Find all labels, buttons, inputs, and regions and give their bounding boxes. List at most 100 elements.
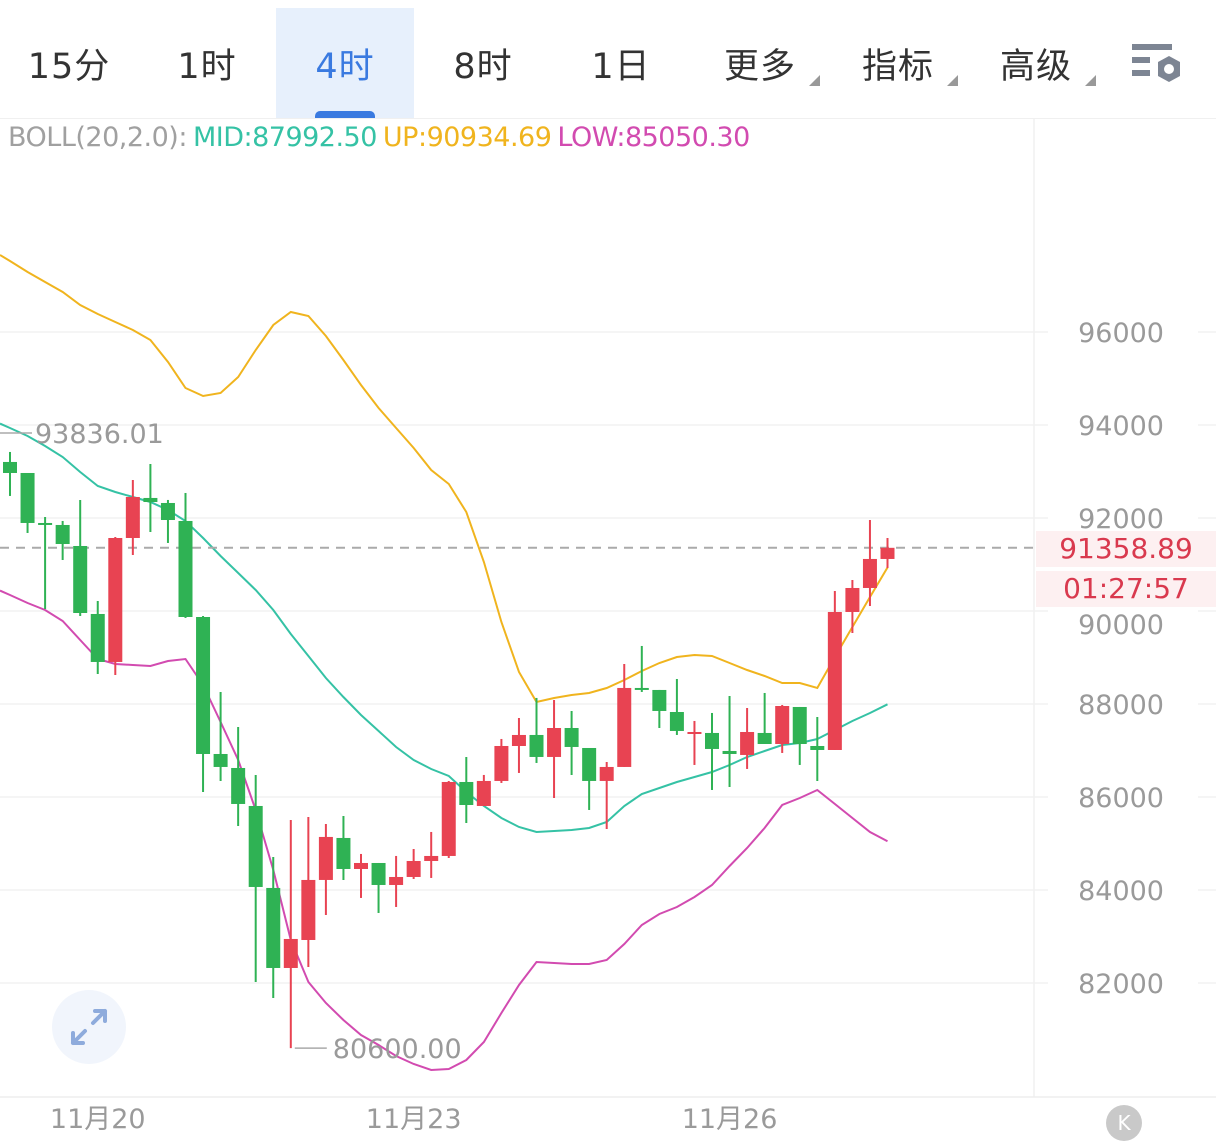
candle-body bbox=[880, 547, 895, 559]
candle bbox=[827, 590, 842, 750]
tab-advanced[interactable]: 高级 bbox=[976, 8, 1096, 118]
candle bbox=[55, 520, 70, 560]
candle-body bbox=[599, 766, 614, 781]
candle-body bbox=[476, 780, 491, 806]
candle bbox=[845, 579, 860, 633]
candle bbox=[266, 856, 281, 998]
candle-body bbox=[55, 524, 70, 544]
candle bbox=[231, 726, 246, 826]
dropdown-triangle-icon bbox=[947, 75, 958, 86]
expand-chart-button[interactable] bbox=[52, 990, 126, 1064]
candle-body bbox=[318, 836, 333, 880]
tab-more[interactable]: 更多 bbox=[700, 8, 820, 118]
candle bbox=[371, 862, 386, 913]
scroll-to-latest-icon: K bbox=[1117, 1111, 1131, 1135]
boll-name: BOLL(20,2.0): bbox=[8, 122, 187, 153]
candle-body bbox=[547, 727, 562, 757]
candle-body bbox=[283, 938, 298, 968]
tab-label: 4时 bbox=[315, 46, 375, 87]
candle bbox=[3, 451, 17, 496]
y-tick-label: 84000 bbox=[1078, 876, 1164, 907]
current-price-label: 91358.89 bbox=[1036, 531, 1216, 567]
candle bbox=[90, 601, 105, 674]
candle-body bbox=[511, 734, 526, 746]
timeframe-tabs: 15分 1时 4时 8时 1日 更多 指标 高级 bbox=[0, 0, 1216, 118]
tab-4h[interactable]: 4时 bbox=[276, 8, 414, 118]
candle bbox=[178, 492, 193, 618]
tab-label: 1日 bbox=[591, 46, 651, 87]
y-tick-label: 96000 bbox=[1078, 318, 1164, 349]
candle-body bbox=[862, 558, 877, 588]
candle-body bbox=[20, 472, 35, 523]
y-tick-label: 94000 bbox=[1078, 411, 1164, 442]
tab-label: 15分 bbox=[27, 46, 111, 87]
candle bbox=[705, 712, 719, 790]
candle bbox=[406, 848, 421, 879]
candle bbox=[582, 747, 597, 810]
candle-body bbox=[459, 781, 474, 805]
candle bbox=[283, 819, 298, 1049]
candle bbox=[424, 831, 439, 878]
candle bbox=[669, 678, 684, 735]
candle-body bbox=[424, 855, 439, 861]
candle-body bbox=[757, 732, 772, 744]
candle bbox=[652, 689, 667, 728]
candle bbox=[617, 663, 632, 767]
candle-body bbox=[652, 689, 667, 711]
candle-body bbox=[354, 862, 368, 869]
candle-body bbox=[845, 587, 860, 612]
candle bbox=[810, 716, 825, 781]
tab-label: 更多 bbox=[723, 46, 796, 87]
candle-body bbox=[740, 731, 755, 755]
tab-label: 8时 bbox=[453, 46, 513, 87]
candle-body bbox=[248, 805, 263, 887]
tab-8h[interactable]: 8时 bbox=[414, 8, 552, 118]
chart-settings-icon[interactable] bbox=[1128, 40, 1188, 90]
candle-body bbox=[143, 497, 158, 503]
candle bbox=[213, 691, 228, 781]
header-divider bbox=[0, 118, 1216, 119]
candle bbox=[196, 615, 211, 792]
candle bbox=[564, 710, 579, 775]
y-tick-label: 88000 bbox=[1078, 690, 1164, 721]
candle-body bbox=[687, 731, 702, 734]
candle-body bbox=[266, 887, 281, 968]
y-tick-label: 90000 bbox=[1078, 610, 1164, 641]
candle-body bbox=[301, 879, 316, 940]
candle bbox=[722, 695, 737, 787]
tab-indicators[interactable]: 指标 bbox=[838, 8, 958, 118]
candle-body bbox=[634, 687, 649, 690]
candle bbox=[775, 704, 790, 753]
candle bbox=[862, 519, 877, 606]
tab-label: 1时 bbox=[177, 46, 237, 87]
boll-mid-value: MID:87992.50 bbox=[192, 122, 377, 153]
dropdown-triangle-icon bbox=[1085, 75, 1096, 86]
y-tick-label: 82000 bbox=[1078, 969, 1164, 1000]
candle-body bbox=[125, 496, 140, 538]
candle-body bbox=[617, 687, 632, 767]
candle bbox=[740, 707, 755, 769]
candle-body bbox=[827, 611, 842, 750]
candle-body bbox=[213, 753, 228, 767]
candle bbox=[547, 700, 562, 798]
dropdown-triangle-icon bbox=[809, 75, 820, 86]
scroll-to-latest-button[interactable]: K bbox=[1106, 1105, 1142, 1141]
tab-label: 高级 bbox=[999, 46, 1072, 87]
candle-body bbox=[38, 522, 53, 525]
boll-up-value: UP:90934.69 bbox=[382, 122, 552, 153]
candle bbox=[38, 516, 53, 610]
boll-mid-line bbox=[0, 422, 888, 834]
candle-body bbox=[389, 876, 404, 885]
candle-body bbox=[231, 767, 246, 804]
tab-1h[interactable]: 1时 bbox=[138, 8, 276, 118]
candle bbox=[599, 761, 614, 829]
candle bbox=[301, 816, 316, 967]
tab-15min[interactable]: 15分 bbox=[0, 8, 138, 118]
candle bbox=[125, 479, 140, 555]
y-tick-label: 92000 bbox=[1078, 504, 1164, 535]
candle-body bbox=[108, 537, 123, 662]
candle bbox=[20, 472, 35, 533]
expand-arrows-icon bbox=[71, 1009, 107, 1045]
tab-1d[interactable]: 1日 bbox=[552, 8, 690, 118]
